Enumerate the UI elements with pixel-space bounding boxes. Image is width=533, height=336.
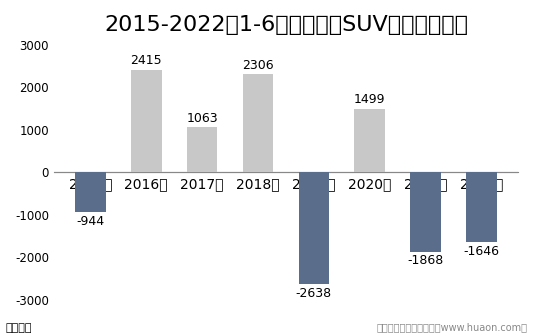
Bar: [354, 109, 385, 172]
Bar: [410, 172, 441, 252]
Text: 2415: 2415: [131, 54, 162, 67]
Text: 1499: 1499: [354, 93, 385, 106]
Text: 单位：辆: 单位：辆: [5, 323, 32, 333]
Bar: [75, 172, 106, 212]
Text: -1646: -1646: [464, 245, 499, 258]
Title: 2015-2022年1-6月广汽丰田SUV产销差额统计: 2015-2022年1-6月广汽丰田SUV产销差额统计: [104, 15, 468, 35]
Text: -944: -944: [76, 215, 104, 228]
Bar: [243, 74, 273, 172]
Text: -1868: -1868: [408, 254, 444, 267]
Bar: [466, 172, 497, 242]
Text: 制图：华经产业研究院（www.huaon.com）: 制图：华经产业研究院（www.huaon.com）: [377, 323, 528, 333]
Text: 2306: 2306: [242, 59, 274, 72]
Bar: [298, 172, 329, 284]
Bar: [187, 127, 217, 172]
Bar: [131, 70, 161, 172]
Text: 1063: 1063: [187, 112, 218, 125]
Text: -2638: -2638: [296, 287, 332, 300]
